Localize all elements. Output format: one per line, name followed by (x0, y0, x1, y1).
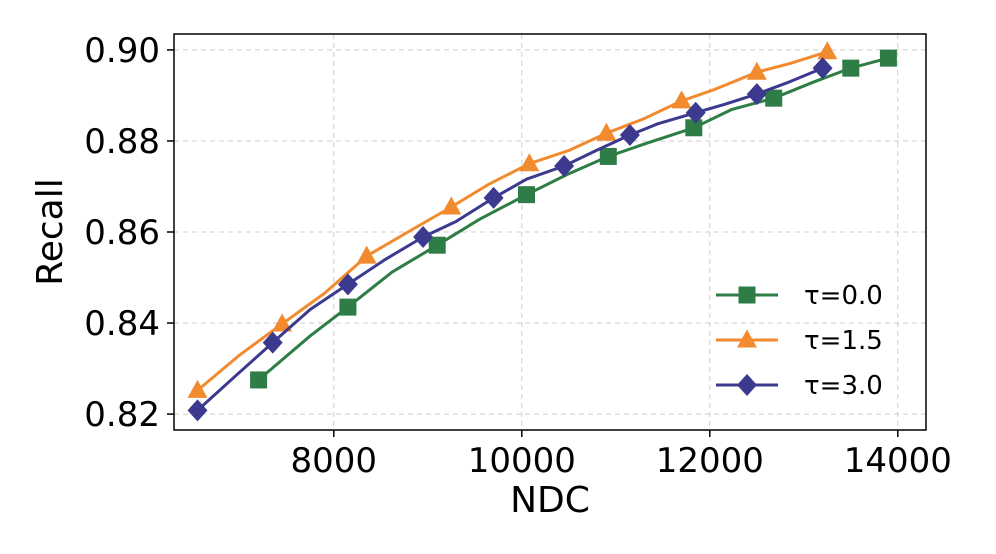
x-tick-label: 10000 (468, 441, 576, 481)
y-tick-label: 0.90 (84, 31, 160, 71)
series-layer (187, 41, 897, 422)
legend: τ=0.0 τ=1.5 τ=3.0 (716, 281, 883, 401)
series-1 (187, 41, 838, 398)
data-point (187, 399, 208, 422)
series-line (196, 66, 824, 412)
x-axis: 8000 10000 12000 14000 (291, 430, 952, 481)
data-point (619, 124, 640, 147)
data-point (441, 196, 462, 215)
legend-marker (738, 286, 756, 304)
legend-item: τ=0.0 (716, 281, 883, 311)
x-axis-label: NDC (510, 480, 590, 521)
legend-marker (737, 374, 757, 396)
data-point (765, 89, 783, 107)
data-point (554, 155, 575, 177)
data-point (817, 41, 838, 60)
y-tick-label: 0.84 (84, 304, 160, 344)
data-point (250, 371, 268, 389)
data-point (337, 273, 358, 296)
data-point (599, 147, 617, 165)
data-point (746, 61, 767, 80)
data-point (685, 119, 703, 137)
data-point (812, 57, 833, 80)
y-tick-label: 0.88 (84, 122, 160, 162)
x-tick-label: 12000 (656, 441, 764, 481)
legend-marker (737, 329, 757, 348)
legend-label: τ=3.0 (804, 371, 883, 401)
legend-label: τ=1.5 (804, 326, 883, 356)
grid (174, 34, 926, 430)
data-point (685, 101, 706, 124)
y-tick-label: 0.86 (84, 213, 160, 253)
data-point (339, 298, 357, 316)
legend-item: τ=1.5 (716, 326, 883, 356)
legend-item: τ=3.0 (716, 371, 883, 401)
legend-label: τ=0.0 (804, 281, 883, 311)
data-point (671, 90, 692, 109)
data-point (746, 83, 767, 106)
data-point (413, 226, 434, 249)
y-axis-label: Recall (30, 178, 71, 285)
data-point (879, 49, 897, 67)
data-point (483, 186, 504, 209)
y-tick-label: 0.82 (84, 395, 160, 435)
data-point (356, 245, 377, 264)
data-point (519, 153, 540, 172)
data-point (428, 236, 446, 254)
data-point (262, 331, 283, 354)
x-tick-label: 8000 (291, 441, 378, 481)
data-point (842, 59, 860, 77)
data-point (596, 122, 617, 141)
data-point (187, 379, 208, 398)
series-2 (187, 57, 833, 422)
series-0 (250, 49, 897, 389)
y-axis: 0.82 0.84 0.86 0.88 0.90 (84, 31, 174, 435)
data-point (272, 313, 293, 332)
x-tick-label: 14000 (844, 441, 952, 481)
series-line (257, 56, 889, 382)
data-point (518, 186, 535, 204)
